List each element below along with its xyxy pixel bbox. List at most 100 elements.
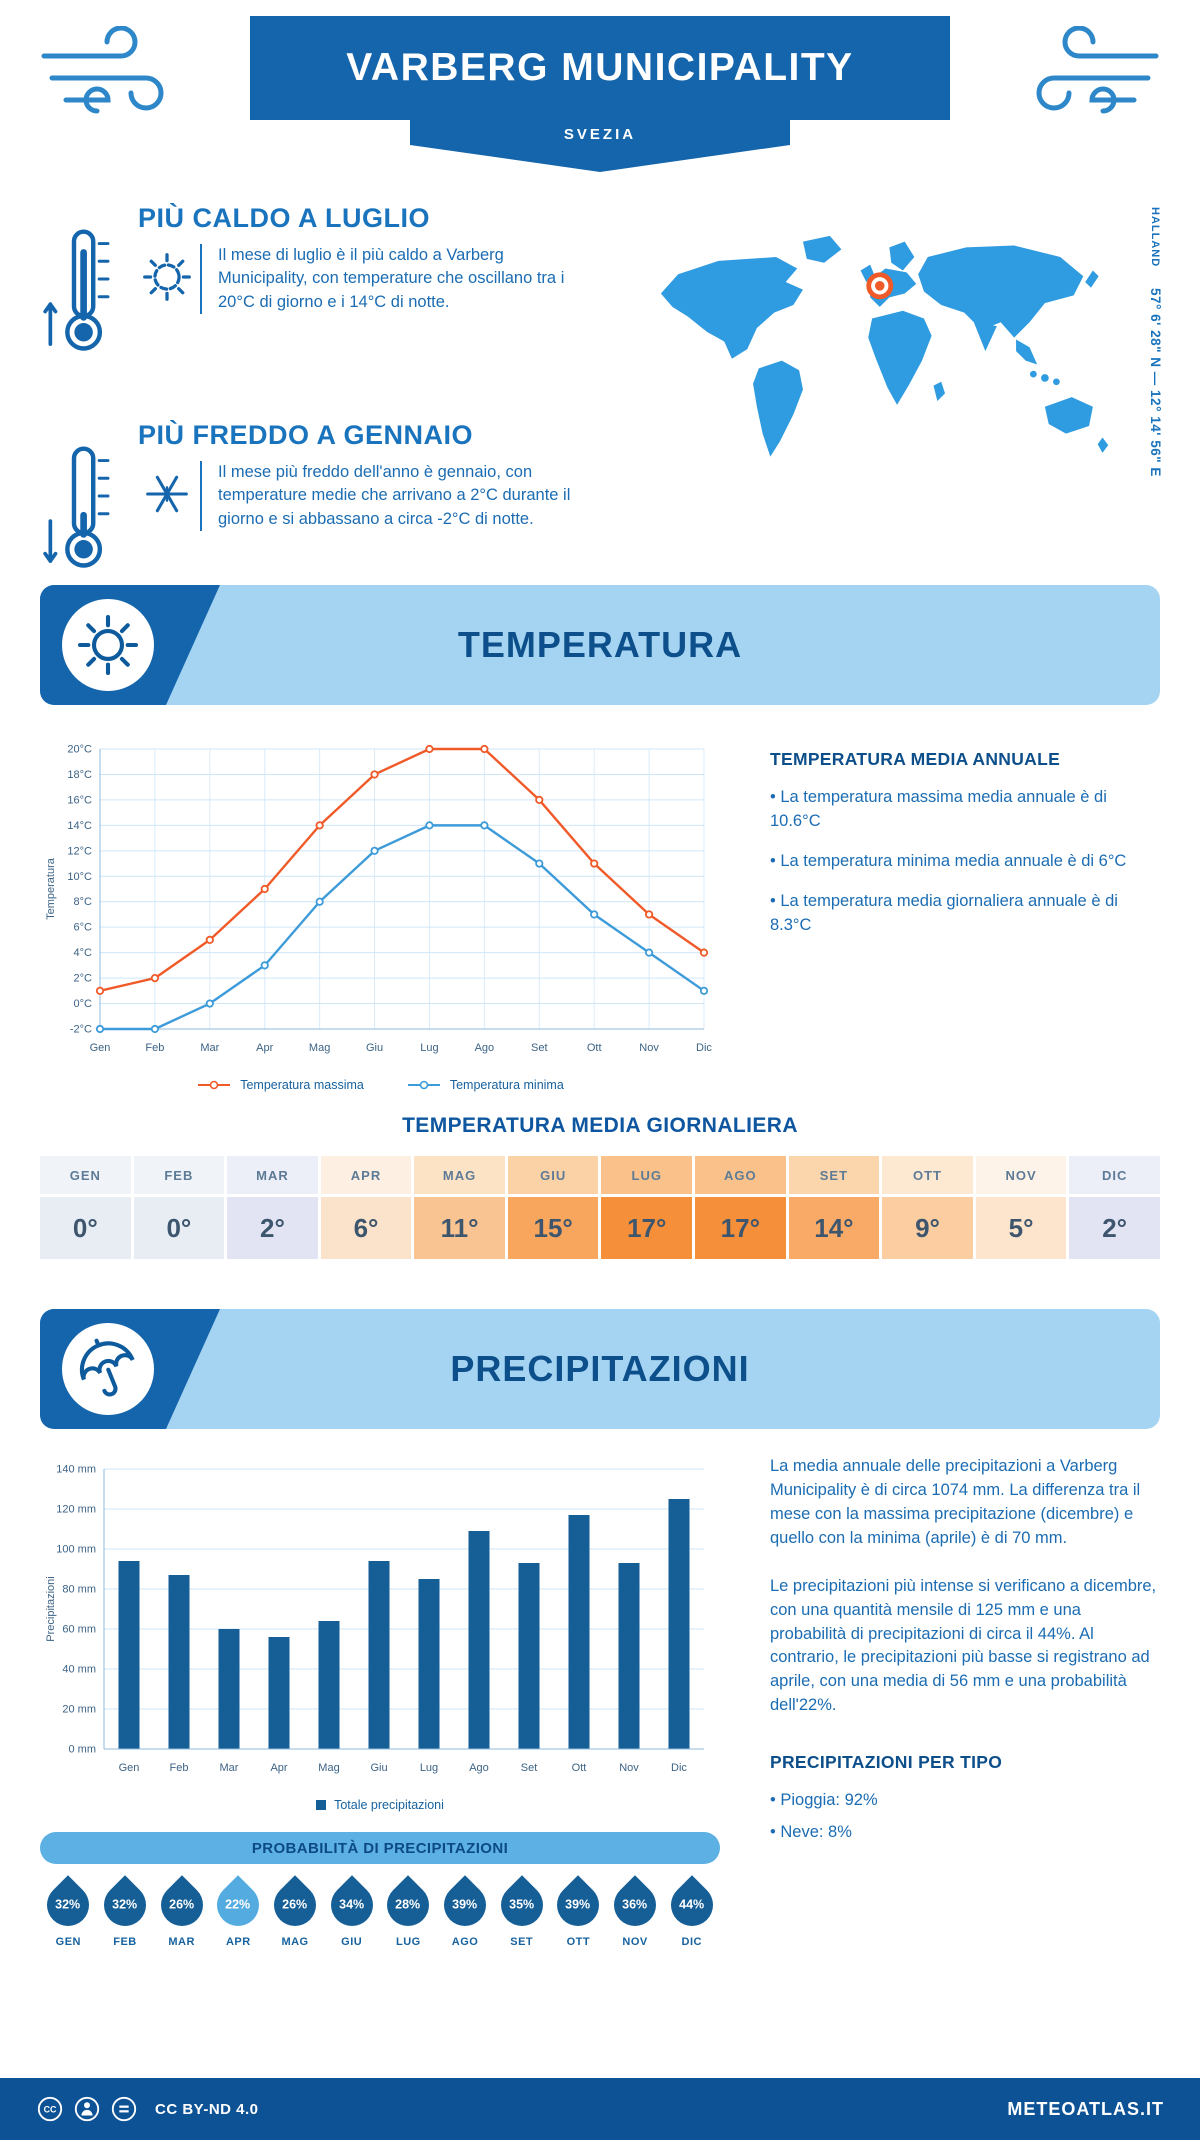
coordinates-column: HALLAND 57° 6' 28" N — 12° 14' 56" E (1146, 207, 1164, 537)
probability-month-label: FEB (113, 1936, 137, 1948)
probability-month-label: DIC (681, 1936, 702, 1948)
country-pennant: SVEZIA (410, 120, 790, 172)
cc-nd-equals-icon (111, 2096, 137, 2122)
temperature-banner: TEMPERATURA (40, 585, 1160, 705)
daily-mean-column: APR 6° (320, 1156, 412, 1259)
map-column: HALLAND 57° 6' 28" N — 12° 14' 56" E (630, 185, 1163, 585)
probability-value: 26% (282, 1898, 308, 1912)
daily-mean-month-label: MAG (414, 1156, 505, 1194)
site-link[interactable]: METEOATLAS.IT (1007, 2098, 1164, 2119)
temperature-banner-corner (40, 585, 220, 705)
precipitation-type-block: PRECIPITAZIONI PER TIPO Pioggia: 92% Nev… (770, 1752, 1160, 1845)
sun-icon (62, 599, 154, 691)
probability-month: 35% SET (492, 1875, 552, 1948)
header: VARBERG MUNICIPALITY SVEZIA (0, 0, 1200, 185)
annual-summary-bullet: La temperatura massima media annuale è d… (770, 786, 1160, 834)
temperature-legend: Temperatura massima Temperatura minima (40, 1072, 720, 1098)
svg-text:Precipitazioni: Precipitazioni (45, 1576, 57, 1641)
wind-icon (1036, 26, 1159, 114)
probability-month-label: AGO (451, 1936, 479, 1948)
droplet-icon: 32% (95, 1875, 155, 1935)
probability-value: 32% (112, 1898, 138, 1912)
probability-value: 39% (452, 1898, 478, 1912)
droplet-icon: 44% (662, 1875, 722, 1935)
svg-text:2°C: 2°C (74, 973, 93, 985)
precipitation-legend: Totale precipitazioni (40, 1792, 720, 1818)
cold-title: PIÙ FREDDO A GENNAIO (138, 420, 474, 450)
precipitation-summary-panel: La media annuale delle precipitazioni a … (740, 1455, 1160, 1948)
svg-text:0°C: 0°C (74, 998, 93, 1010)
precipitation-section: 0 mm 20 mm 40 mm 60 mm 80 mm 100 mm 120 mm 140 … (0, 1455, 1200, 1948)
svg-text:18°C: 18°C (67, 769, 92, 781)
hot-title: PIÙ CALDO A LUGLIO (138, 203, 430, 233)
legend-item: Temperatura minima (406, 1078, 564, 1092)
svg-text:120 mm: 120 mm (56, 1504, 96, 1516)
probability-month-label: SET (510, 1936, 534, 1948)
region-label: HALLAND (1149, 207, 1161, 268)
daily-mean-column: OTT 9° (882, 1156, 973, 1259)
probability-value: 44% (679, 1898, 705, 1912)
probability-month: 39% OTT (548, 1875, 609, 1948)
droplet-icon: 39% (435, 1875, 495, 1935)
daily-mean-column: SET 14° (788, 1156, 880, 1259)
probability-month-label: MAR (168, 1936, 195, 1948)
daily-mean-column: DIC 2° (1069, 1156, 1160, 1259)
droplet-icon: 35% (492, 1875, 552, 1935)
svg-text:Dic: Dic (671, 1762, 687, 1774)
temperature-summary-panel: TEMPERATURA MEDIA ANNUALE La temperatura… (740, 735, 1160, 1098)
probability-month: 36% NOV (605, 1875, 665, 1948)
svg-text:0 mm: 0 mm (69, 1744, 97, 1756)
daily-mean-value: 14° (788, 1197, 880, 1259)
precipitation-chart-area: 0 mm 20 mm 40 mm 60 mm 80 mm 100 mm 120 mm 140 … (38, 1455, 740, 1948)
probability-month: 22% APR (208, 1875, 269, 1948)
probability-month: 44% DIC (662, 1875, 722, 1948)
svg-text:16°C: 16°C (67, 794, 92, 806)
svg-text:Nov: Nov (639, 1042, 659, 1054)
svg-text:Ott: Ott (587, 1042, 602, 1054)
annual-summary-title: TEMPERATURA MEDIA ANNUALE (770, 749, 1061, 769)
daily-mean-value: 2° (1069, 1197, 1160, 1259)
sun-small-icon (138, 248, 200, 314)
probability-value: 26% (169, 1898, 195, 1912)
daily-mean-month-label: AGO (695, 1156, 786, 1194)
svg-text:Apr: Apr (256, 1042, 273, 1054)
daily-mean-value: 9° (882, 1197, 973, 1259)
daily-mean-month-label: FEB (133, 1156, 225, 1194)
legend-item: Temperatura massima (196, 1078, 364, 1092)
hot-highlight: PIÙ CALDO A LUGLIO (40, 203, 630, 380)
svg-text:14°C: 14°C (67, 820, 92, 832)
svg-text:12°C: 12°C (67, 845, 92, 857)
svg-text:Mag: Mag (309, 1042, 330, 1054)
daily-mean-month-label: GEN (40, 1156, 131, 1194)
daily-mean-month-label: APR (320, 1156, 412, 1194)
svg-text:-2°C: -2°C (70, 1024, 92, 1036)
precipitation-section-title: PRECIPITAZIONI (450, 1348, 750, 1389)
world-map-landmass (660, 235, 1109, 457)
cc-by-person-icon (74, 2096, 100, 2122)
precipitation-type-bullet: Pioggia: 92% (770, 1789, 1160, 1813)
svg-text:Ott: Ott (572, 1762, 587, 1774)
daily-mean-value: 0° (40, 1197, 131, 1259)
daily-mean-column: AGO 17° (695, 1156, 786, 1259)
droplet-icon: 36% (605, 1875, 665, 1935)
precipitation-chart: 0 mm 20 mm 40 mm 60 mm 80 mm 100 mm 120 mm 140 … (45, 1464, 704, 1774)
probability-month: 28% LUG (378, 1875, 439, 1948)
svg-text:Dic: Dic (696, 1042, 712, 1054)
svg-text:10°C: 10°C (67, 871, 92, 883)
svg-text:Ago: Ago (475, 1042, 495, 1054)
probability-month-label: MAG (281, 1936, 309, 1948)
svg-text:Apr: Apr (270, 1762, 287, 1774)
snowflake-icon (138, 465, 200, 531)
svg-text:4°C: 4°C (74, 947, 93, 959)
highlights-column: PIÙ CALDO A LUGLIO (40, 185, 630, 585)
daily-mean-value: 2° (227, 1197, 318, 1259)
country-label: SVEZIA (563, 126, 637, 143)
annual-summary-bullet: La temperatura media giornaliera annuale… (770, 890, 1160, 938)
probability-value: 35% (509, 1898, 535, 1912)
thermometer-hot-icon (40, 203, 128, 380)
hot-text: Il mese di luglio è il più caldo a Varbe… (200, 244, 590, 315)
probability-month: 34% GIU (321, 1875, 382, 1948)
probability-value: 28% (395, 1898, 421, 1912)
title-banner: VARBERG MUNICIPALITY (250, 16, 950, 120)
